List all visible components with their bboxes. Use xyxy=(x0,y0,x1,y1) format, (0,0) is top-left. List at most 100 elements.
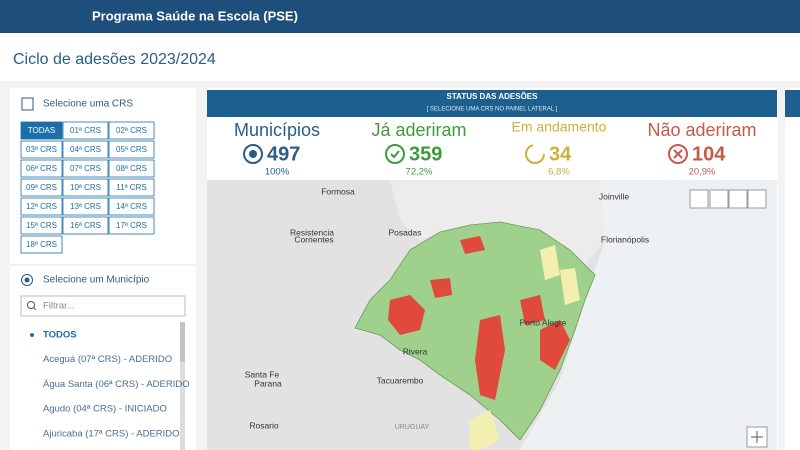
status-title: STATUS DAS ADESÕES xyxy=(447,92,539,101)
crs-button-label: 07ª CRS xyxy=(70,164,101,173)
search-icon-handle xyxy=(33,307,37,311)
crs-title: Selecione uma CRS xyxy=(43,99,133,110)
right-panel-header xyxy=(785,90,800,117)
crs-button[interactable] xyxy=(20,197,63,216)
title-bar xyxy=(0,33,800,81)
list-item[interactable]: Agudo (04ª CRS) - INICIADO xyxy=(43,404,167,415)
crs-button[interactable] xyxy=(62,178,109,197)
card-icon-dot xyxy=(249,150,257,158)
crs-button[interactable] xyxy=(62,121,109,140)
crs-button[interactable] xyxy=(20,178,63,197)
region xyxy=(560,268,580,305)
crs-button-label: 06ª CRS xyxy=(26,164,57,173)
crs-button[interactable] xyxy=(108,121,155,140)
crs-buttons: TODAS 01ª CRS 02ª CRS 03ª CRS 04ª CRS 05ª CRS… xyxy=(20,121,155,254)
qr-button[interactable] xyxy=(747,189,767,209)
legend-button[interactable] xyxy=(709,189,729,209)
crs-button[interactable] xyxy=(62,140,109,159)
municipio-list: TODOS Aceguá (07ª CRS) - ADERIDO Água Sant… xyxy=(30,330,190,439)
card-label: Municípios xyxy=(234,120,320,140)
crs-button-label: 16ª CRS xyxy=(70,221,101,230)
crs-button[interactable] xyxy=(20,235,63,254)
crs-button[interactable] xyxy=(108,216,155,235)
crs-button[interactable] xyxy=(62,197,109,216)
card-label: Não aderiram xyxy=(647,120,756,140)
list-item[interactable]: Ajuricaba (17ª CRS) - ADERIDO xyxy=(43,428,180,439)
crs-button-label: 18ª CRS xyxy=(26,240,57,249)
crs-button-label: 14ª CRS xyxy=(116,202,147,211)
status-header xyxy=(207,90,777,117)
scrollbar xyxy=(180,322,185,450)
card-label: Em andamento xyxy=(512,119,607,135)
card-icon xyxy=(243,144,263,164)
card-icon-check xyxy=(390,150,400,159)
map-label: Santa Fe xyxy=(245,369,280,379)
list-item[interactable]: Aceguá (07ª CRS) - ADERIDO xyxy=(43,354,172,365)
crs-button-label: 03ª CRS xyxy=(26,145,57,154)
crs-button-label: 05ª CRS xyxy=(116,145,147,154)
radio-dot xyxy=(24,277,30,283)
scroll-thumb[interactable] xyxy=(180,322,185,362)
region xyxy=(540,320,570,370)
crs-button-label: 04ª CRS xyxy=(70,145,101,154)
map-label: Posadas xyxy=(388,227,421,237)
card-label: Já aderiram xyxy=(371,120,466,140)
map-label: Resistencia xyxy=(290,227,334,237)
crs-button[interactable] xyxy=(20,216,63,235)
zoom-plus xyxy=(751,431,763,443)
crs-button[interactable] xyxy=(108,140,155,159)
region xyxy=(540,245,560,280)
map-label: Formosa xyxy=(321,186,355,196)
map-label: Florianópolis xyxy=(601,234,649,244)
region xyxy=(520,295,545,325)
map-label: Corrientes xyxy=(294,234,333,244)
filter-placeholder: Filtrar... xyxy=(43,301,75,312)
right-panel xyxy=(785,88,800,450)
layers-button[interactable] xyxy=(728,189,748,209)
card-value: 34 xyxy=(549,143,572,165)
card-icon xyxy=(385,144,405,164)
crs-button[interactable] xyxy=(108,178,155,197)
crs-button[interactable] xyxy=(20,159,63,178)
crs-button-label: 09ª CRS xyxy=(26,183,57,192)
radio xyxy=(21,274,33,286)
crs-button-label: 12ª CRS xyxy=(26,202,57,211)
crs-button-label: 11ª CRS xyxy=(116,183,146,192)
map-tools xyxy=(689,189,768,448)
list-item[interactable]: Água Santa (06ª CRS) - ADERIDO xyxy=(43,379,190,390)
search-icon xyxy=(27,301,35,309)
list-item[interactable]: TODOS xyxy=(43,330,77,341)
card-icon xyxy=(525,144,545,164)
region xyxy=(388,295,425,335)
card-icon xyxy=(668,144,688,164)
crs-icon xyxy=(21,97,34,111)
crs-button-label: 15ª CRS xyxy=(26,221,57,230)
filter-input[interactable] xyxy=(20,295,186,317)
map-label: Rosario xyxy=(249,420,279,430)
home-button[interactable] xyxy=(689,189,709,209)
map-label: Parana xyxy=(254,378,282,388)
crs-button[interactable] xyxy=(20,140,63,159)
crs-button-label: 13ª CRS xyxy=(70,202,101,211)
crs-button[interactable] xyxy=(62,159,109,178)
ocean xyxy=(520,180,777,450)
crs-button-label: 08ª CRS xyxy=(116,164,147,173)
card-percent: 72,2% xyxy=(406,167,433,178)
map-label: URUGUAY xyxy=(395,424,430,431)
crs-button-label: TODAS xyxy=(28,126,55,135)
crs-button[interactable] xyxy=(20,121,63,140)
crs-button[interactable] xyxy=(62,216,109,235)
card-percent: 100% xyxy=(265,167,290,178)
region xyxy=(475,315,505,400)
card-value: 497 xyxy=(267,143,300,165)
status-cards: Municípios 497 100% Já aderiram 359 72,2% Em a… xyxy=(234,119,757,178)
crs-button-label: 02ª CRS xyxy=(116,126,147,135)
header-bar xyxy=(0,0,800,33)
crs-button[interactable] xyxy=(108,197,155,216)
crs-button[interactable] xyxy=(108,159,155,178)
header-title: Programa Saúde na Escola (PSE) xyxy=(92,8,298,23)
card-percent: 20,9% xyxy=(689,167,716,178)
card-value: 359 xyxy=(409,143,442,165)
